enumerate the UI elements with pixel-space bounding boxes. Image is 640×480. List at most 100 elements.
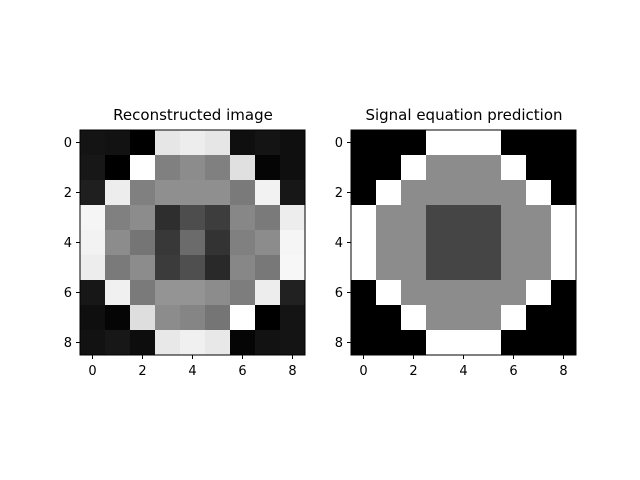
signal-equation-prediction-cell-r2-c0 (351, 180, 377, 206)
signal-equation-prediction-cell-r7-c3 (426, 305, 452, 331)
signal-equation-prediction-ytick-label-2: 2 (335, 186, 343, 201)
reconstructed-image-cell-r5-c1 (105, 255, 131, 281)
signal-equation-prediction-cell-r3-c1 (376, 205, 402, 231)
signal-equation-prediction-cell-r5-c7 (526, 255, 552, 281)
signal-equation-prediction-ytick-label-0: 0 (335, 136, 343, 151)
signal-equation-prediction-cell-r6-c1 (376, 280, 402, 306)
signal-equation-prediction-cell-r0-c7 (526, 130, 552, 156)
reconstructed-image-cell-r1-c6 (230, 155, 256, 181)
reconstructed-image-ytick-label-6: 6 (64, 286, 72, 301)
signal-equation-prediction-xtick-label-4: 4 (459, 364, 467, 379)
reconstructed-image-cell-r8-c0 (80, 330, 106, 356)
reconstructed-image-cell-r0-c2 (130, 130, 156, 156)
reconstructed-image-title: Reconstructed image (113, 106, 273, 124)
reconstructed-image-cell-r4-c3 (155, 230, 181, 256)
signal-equation-prediction-cell-r4-c2 (401, 230, 427, 256)
reconstructed-image-cell-r8-c5 (205, 330, 231, 356)
reconstructed-image-cell-r4-c4 (180, 230, 206, 256)
signal-equation-prediction-cell-r5-c3 (426, 255, 452, 281)
reconstructed-image-cell-r0-c8 (280, 130, 306, 156)
signal-equation-prediction-cell-r4-c0 (351, 230, 377, 256)
signal-equation-prediction-cell-r0-c2 (401, 130, 427, 156)
reconstructed-image-cell-r3-c7 (255, 205, 281, 231)
reconstructed-image-cell-r6-c3 (155, 280, 181, 306)
reconstructed-image-cell-r0-c5 (205, 130, 231, 156)
reconstructed-image-cell-r6-c5 (205, 280, 231, 306)
signal-equation-prediction-cell-r6-c3 (426, 280, 452, 306)
signal-equation-prediction-cell-r4-c6 (501, 230, 527, 256)
reconstructed-image-cell-r2-c6 (230, 180, 256, 206)
reconstructed-image-cell-r4-c8 (280, 230, 306, 256)
signal-equation-prediction-cell-r6-c0 (351, 280, 377, 306)
reconstructed-image-cell-r2-c1 (105, 180, 131, 206)
reconstructed-image-cell-r2-c3 (155, 180, 181, 206)
signal-equation-prediction-cell-r1-c7 (526, 155, 552, 181)
reconstructed-image-cell-r3-c0 (80, 205, 106, 231)
signal-equation-prediction-ytick-label-6: 6 (335, 286, 343, 301)
signal-equation-prediction-cell-r1-c2 (401, 155, 427, 181)
signal-equation-prediction-cell-r6-c7 (526, 280, 552, 306)
signal-equation-prediction-cell-r8-c2 (401, 330, 427, 356)
signal-equation-prediction-cell-r2-c8 (551, 180, 577, 206)
reconstructed-image-cell-r0-c1 (105, 130, 131, 156)
signal-equation-prediction-cell-r4-c7 (526, 230, 552, 256)
reconstructed-image-cell-r6-c7 (255, 280, 281, 306)
signal-equation-prediction-cell-r5-c4 (451, 255, 477, 281)
reconstructed-image-cell-r1-c1 (105, 155, 131, 181)
reconstructed-image-cell-r4-c7 (255, 230, 281, 256)
reconstructed-image-cell-r0-c6 (230, 130, 256, 156)
reconstructed-image-cell-r6-c1 (105, 280, 131, 306)
signal-equation-prediction-cell-r8-c3 (426, 330, 452, 356)
reconstructed-image-cell-r1-c5 (205, 155, 231, 181)
reconstructed-image-cell-r5-c5 (205, 255, 231, 281)
signal-equation-prediction-cell-r3-c7 (526, 205, 552, 231)
reconstructed-image-cell-r1-c0 (80, 155, 106, 181)
reconstructed-image-cell-r3-c1 (105, 205, 131, 231)
signal-equation-prediction-cell-r3-c3 (426, 205, 452, 231)
signal-equation-prediction-cell-r7-c7 (526, 305, 552, 331)
signal-equation-prediction-cell-r2-c5 (476, 180, 502, 206)
reconstructed-image-cell-r1-c4 (180, 155, 206, 181)
reconstructed-image-xtick-label-0: 0 (88, 364, 96, 379)
signal-equation-prediction-xtick-label-0: 0 (359, 364, 367, 379)
reconstructed-image-cell-r7-c6 (230, 305, 256, 331)
signal-equation-prediction-cell-r3-c0 (351, 205, 377, 231)
signal-equation-prediction-cell-r8-c1 (376, 330, 402, 356)
reconstructed-image-xtick-label-8: 8 (288, 364, 296, 379)
signal-equation-prediction-cell-r3-c5 (476, 205, 502, 231)
reconstructed-image-xtick-label-2: 2 (138, 364, 146, 379)
reconstructed-image-cell-r4-c5 (205, 230, 231, 256)
reconstructed-image-cell-r7-c5 (205, 305, 231, 331)
signal-equation-prediction-cell-r8-c7 (526, 330, 552, 356)
signal-equation-prediction-cell-r2-c1 (376, 180, 402, 206)
reconstructed-image-cell-r3-c6 (230, 205, 256, 231)
signal-equation-prediction-cell-r5-c2 (401, 255, 427, 281)
signal-equation-prediction-cell-r4-c1 (376, 230, 402, 256)
reconstructed-image-cell-r8-c6 (230, 330, 256, 356)
signal-equation-prediction-cell-r7-c6 (501, 305, 527, 331)
reconstructed-image-cell-r5-c4 (180, 255, 206, 281)
signal-equation-prediction-cell-r4-c4 (451, 230, 477, 256)
reconstructed-image-cell-r5-c7 (255, 255, 281, 281)
reconstructed-image-cell-r7-c3 (155, 305, 181, 331)
signal-equation-prediction-cells (351, 130, 577, 356)
signal-equation-prediction-cell-r1-c8 (551, 155, 577, 181)
signal-equation-prediction-xtick-label-8: 8 (559, 364, 567, 379)
reconstructed-image-cell-r3-c3 (155, 205, 181, 231)
reconstructed-image-panel: Reconstructed image 0 2 4 6 8 0 2 4 6 8 (64, 106, 306, 379)
signal-equation-prediction-cell-r5-c0 (351, 255, 377, 281)
reconstructed-image-cell-r1-c2 (130, 155, 156, 181)
reconstructed-image-ytick-label-0: 0 (64, 136, 72, 151)
signal-equation-prediction-cell-r3-c8 (551, 205, 577, 231)
reconstructed-image-cell-r8-c4 (180, 330, 206, 356)
reconstructed-image-cell-r5-c0 (80, 255, 106, 281)
signal-equation-prediction-title: Signal equation prediction (365, 106, 562, 124)
signal-equation-prediction-cell-r7-c4 (451, 305, 477, 331)
reconstructed-image-cell-r4-c6 (230, 230, 256, 256)
reconstructed-image-cell-r5-c2 (130, 255, 156, 281)
reconstructed-image-cell-r8-c1 (105, 330, 131, 356)
reconstructed-image-axes: 0 2 4 6 8 0 2 4 6 8 (64, 129, 306, 379)
signal-equation-prediction-cell-r7-c8 (551, 305, 577, 331)
signal-equation-prediction-cell-r0-c8 (551, 130, 577, 156)
